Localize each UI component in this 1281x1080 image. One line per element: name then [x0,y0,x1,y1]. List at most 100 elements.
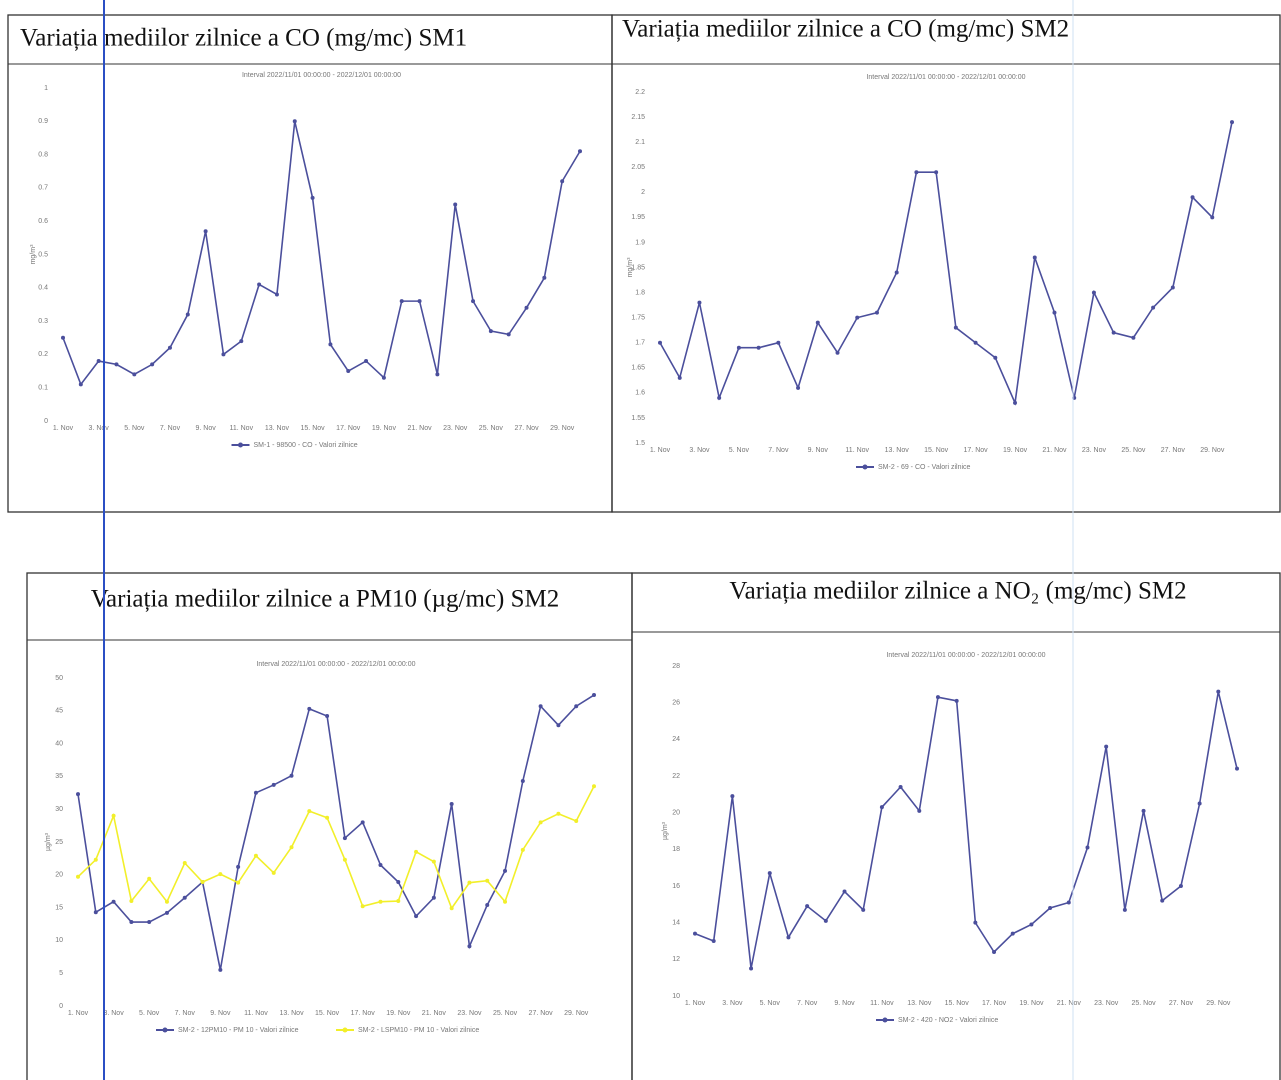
data-point [96,359,101,364]
x-tick-label: 13. Nov [265,425,290,432]
data-point [520,847,525,852]
data-point [76,874,80,879]
y-tick-label: 1.5 [635,440,645,447]
data-point [182,895,187,900]
data-point [556,811,561,816]
x-tick-label: 15. Nov [924,447,949,454]
x-tick-label: 11. Nov [229,425,253,432]
data-point [449,906,454,911]
data-point [328,342,333,347]
data-point [93,857,98,862]
y-tick-label: 14 [672,920,680,927]
data-point [973,920,978,925]
x-tick-label: 13. Nov [885,447,910,454]
data-point [1190,195,1195,200]
x-tick-label: 11. Nov [244,1010,268,1017]
x-tick-label: 5. Nov [139,1010,160,1017]
x-tick-label: 23. Nov [1082,447,1107,454]
data-point [1197,801,1202,806]
data-point [307,706,312,711]
data-point [934,170,939,175]
data-point [776,340,781,345]
data-point [1104,744,1109,749]
data-point [257,282,262,287]
data-point [861,907,866,912]
y-tick-label: 28 [672,663,680,670]
y-tick-label: 1.9 [635,239,645,246]
series-line [77,785,595,910]
data-point [1141,808,1146,813]
data-point [894,270,899,275]
data-point [129,899,134,904]
legend-marker [882,1017,888,1023]
x-tick-label: 1. Nov [650,447,671,454]
x-tick-label: 25. Nov [479,425,504,432]
x-tick-label: 3. Nov [89,425,110,432]
x-tick-label: 11. Nov [870,1000,894,1007]
data-point [218,967,223,972]
x-tick-label: 23. Nov [443,425,468,432]
data-point [325,714,330,719]
legend-marker [862,464,868,470]
y-tick-label: 1.7 [635,340,645,347]
x-tick-label: 19. Nov [386,1010,411,1017]
data-point [360,904,365,909]
data-point [164,899,169,904]
data-point [414,849,419,854]
x-tick-label: 25. Nov [493,1010,518,1017]
data-point [520,778,525,783]
y-tick-label: 0.4 [38,285,48,292]
y-tick-label: 26 [672,700,680,707]
y-tick-label: 12 [672,956,680,963]
data-point [592,693,596,698]
data-point [78,382,83,387]
x-tick-label: 15. Nov [315,1010,340,1017]
data-point [414,914,419,919]
data-point [749,966,754,971]
legend-label: SM-2 - LSPM10 - PM 10 - Valori zilnice [358,1027,479,1034]
x-tick-label: 29. Nov [1200,447,1225,454]
x-tick-label: 3. Nov [103,1010,124,1017]
y-axis-label: mg/m³ [627,257,634,278]
panel-heading: Variația mediilor zilnice a CO (mg/mc) S… [20,25,467,52]
legend-label: SM-2 - 420 - NO2 - Valori zilnice [898,1017,998,1024]
y-tick-label: 0.1 [38,385,48,392]
data-point [360,820,365,825]
data-point [218,872,223,877]
data-point [396,880,401,885]
y-tick-label: 2 [641,189,645,196]
data-point [574,819,579,824]
y-tick-label: 5 [59,970,63,977]
data-point [111,813,116,818]
y-tick-label: 35 [55,773,63,780]
y-tick-label: 2.2 [635,89,645,96]
x-tick-label: 27. Nov [529,1010,554,1017]
y-tick-label: 1.95 [631,214,645,221]
data-point [556,723,561,728]
data-point [786,935,791,940]
data-point [1013,400,1018,405]
legend-label: SM-2 - 69 - CO - Valori zilnice [878,464,971,471]
series-line [62,121,581,386]
data-point [1111,330,1116,335]
x-tick-label: 11. Nov [845,447,869,454]
y-tick-label: 25 [55,839,63,846]
legend-marker [342,1027,348,1033]
data-point [292,119,297,124]
data-point [1151,305,1156,310]
x-tick-label: 23. Nov [457,1010,482,1017]
data-point [917,808,922,813]
data-point [717,395,722,400]
x-tick-label: 17. Nov [351,1010,376,1017]
data-point [1216,689,1221,694]
data-point [164,910,169,915]
x-tick-label: 9. Nov [834,1000,855,1007]
x-tick-label: 9. Nov [808,447,829,454]
data-point [342,836,347,841]
data-point [1210,215,1215,220]
data-point [592,784,596,789]
x-tick-label: 21. Nov [1042,447,1067,454]
y-tick-label: 10 [672,993,680,1000]
data-point [467,944,472,949]
data-point [150,362,155,367]
